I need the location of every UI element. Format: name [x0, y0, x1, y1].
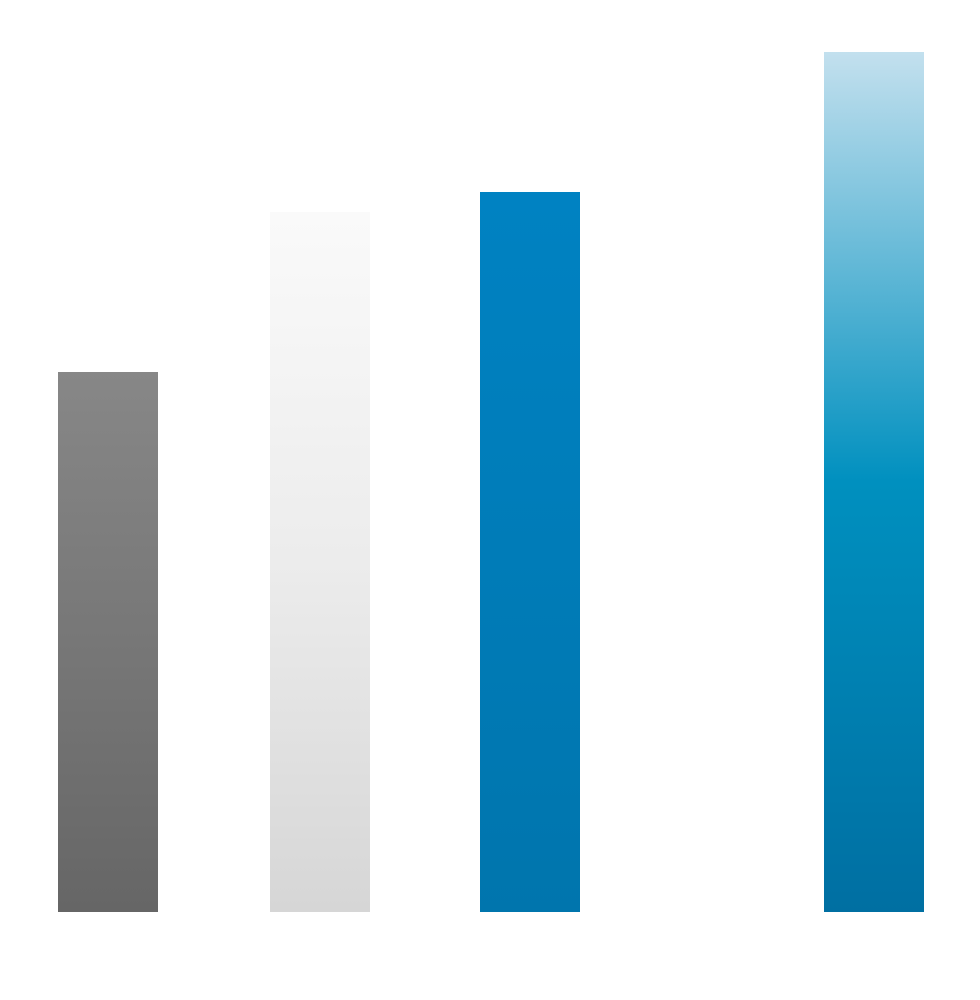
- bar: [480, 192, 580, 912]
- bar: [824, 52, 924, 912]
- bar: [270, 212, 370, 912]
- bar: [58, 372, 158, 912]
